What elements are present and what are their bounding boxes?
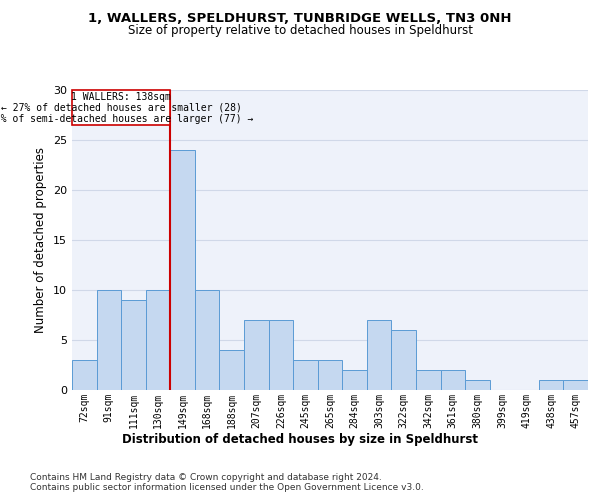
Text: Contains HM Land Registry data © Crown copyright and database right 2024.: Contains HM Land Registry data © Crown c… [30,472,382,482]
Text: Contains public sector information licensed under the Open Government Licence v3: Contains public sector information licen… [30,484,424,492]
Bar [539,380,563,390]
Bar [391,330,416,390]
Bar [220,350,244,390]
Bar [72,360,97,390]
Bar [440,370,465,390]
Bar [367,320,391,390]
Text: 1 WALLERS: 138sqm: 1 WALLERS: 138sqm [71,92,171,102]
Bar [293,360,318,390]
Text: Distribution of detached houses by size in Speldhurst: Distribution of detached houses by size … [122,432,478,446]
Bar [170,150,195,390]
Bar [318,360,342,390]
Bar [465,380,490,390]
Bar [121,300,146,390]
Bar [146,290,170,390]
Bar [416,370,440,390]
Text: ← 27% of detached houses are smaller (28): ← 27% of detached houses are smaller (28… [1,102,242,113]
Y-axis label: Number of detached properties: Number of detached properties [34,147,47,333]
Bar [97,290,121,390]
Bar [244,320,269,390]
Bar [342,370,367,390]
Bar [269,320,293,390]
Bar [72,90,170,125]
Bar [195,290,220,390]
Text: 1, WALLERS, SPELDHURST, TUNBRIDGE WELLS, TN3 0NH: 1, WALLERS, SPELDHURST, TUNBRIDGE WELLS,… [88,12,512,26]
Text: Size of property relative to detached houses in Speldhurst: Size of property relative to detached ho… [128,24,473,37]
Bar [563,380,588,390]
Text: 73% of semi-detached houses are larger (77) →: 73% of semi-detached houses are larger (… [0,114,253,124]
